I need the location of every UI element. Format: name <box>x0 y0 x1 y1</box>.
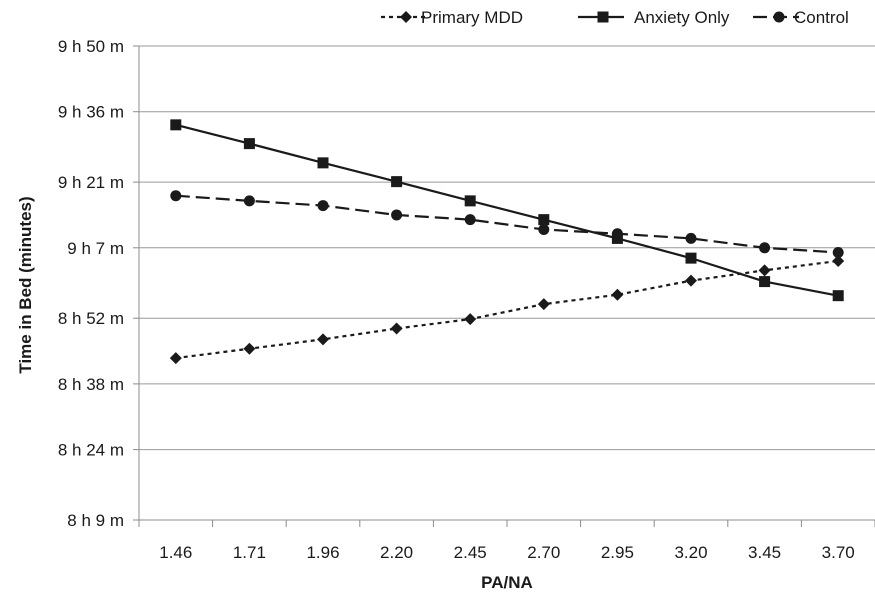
data-point <box>832 246 844 258</box>
data-point <box>464 195 476 207</box>
data-point <box>685 232 697 244</box>
y-axis-title: Time in Bed (minutes) <box>16 196 35 373</box>
series-primary-mdd <box>169 254 845 365</box>
data-point <box>464 313 477 326</box>
data-point <box>243 138 255 150</box>
legend-item: Primary MDD <box>381 8 523 27</box>
y-tick-label: 8 h 52 m <box>58 309 124 328</box>
x-tick-label: 1.71 <box>233 543 266 562</box>
data-point <box>317 157 329 169</box>
data-point <box>759 276 771 288</box>
data-point <box>759 242 771 254</box>
axes: 8 h 9 m 8 h 24 m 8 h 38 m 8 h 52 m 9 h 7 m 9 … <box>58 37 875 562</box>
y-tick-label: 9 h 36 m <box>58 103 124 122</box>
data-point <box>537 298 550 311</box>
data-point <box>391 209 403 221</box>
data-point <box>611 228 623 240</box>
legend-marker <box>597 11 609 23</box>
data-point <box>169 352 182 365</box>
data-point <box>243 342 256 355</box>
data-point <box>317 333 329 346</box>
data-point <box>390 322 403 335</box>
series-line <box>175 123 839 297</box>
y-tick-label: 8 h 24 m <box>58 441 124 460</box>
data-point <box>832 254 845 267</box>
legend-label: Anxiety Only <box>634 8 730 27</box>
y-tick-label: 9 h 50 m <box>58 37 124 56</box>
legend-marker <box>773 11 785 23</box>
data-point <box>538 214 550 226</box>
x-tick-label: 2.45 <box>454 543 487 562</box>
data-point <box>317 200 329 212</box>
data-point <box>758 264 771 277</box>
x-tick-label: 2.70 <box>527 543 560 562</box>
x-axis-title: PA/NA <box>481 573 533 592</box>
legend-label: Primary MDD <box>421 8 523 27</box>
series-line <box>175 194 839 254</box>
data-point <box>538 223 550 235</box>
x-tick-label: 1.96 <box>306 543 339 562</box>
data-point <box>685 274 697 287</box>
legend-item: Anxiety Only <box>578 8 730 27</box>
legend-marker <box>400 11 412 23</box>
series-anxiety-only <box>170 119 844 302</box>
legend-label: Control <box>794 8 849 27</box>
series-layer <box>169 119 845 365</box>
x-tick-label: 3.70 <box>822 543 855 562</box>
y-tick-label: 8 h 9 m <box>67 511 124 530</box>
legend: Primary MDD Anxiety Only Control <box>381 8 849 27</box>
x-tick-label: 3.20 <box>674 543 707 562</box>
data-point <box>170 119 182 131</box>
data-point <box>243 195 255 207</box>
series-control <box>170 190 844 258</box>
y-tick-label: 9 h 21 m <box>58 173 124 192</box>
grid-lines <box>139 45 875 521</box>
x-tick-label: 2.95 <box>601 543 634 562</box>
data-point <box>685 252 697 264</box>
legend-item: Control <box>753 8 849 27</box>
y-tick-label: 9 h 7 m <box>67 239 124 258</box>
x-tick-label: 3.45 <box>748 543 781 562</box>
data-point <box>464 214 476 226</box>
y-tick-label: 8 h 38 m <box>58 375 124 394</box>
data-point <box>170 190 182 202</box>
x-tick-label: 2.20 <box>380 543 413 562</box>
data-point <box>832 290 844 302</box>
data-point <box>391 176 403 188</box>
x-tick-label: 1.46 <box>159 543 192 562</box>
series-line <box>175 259 839 360</box>
data-point <box>611 288 624 301</box>
